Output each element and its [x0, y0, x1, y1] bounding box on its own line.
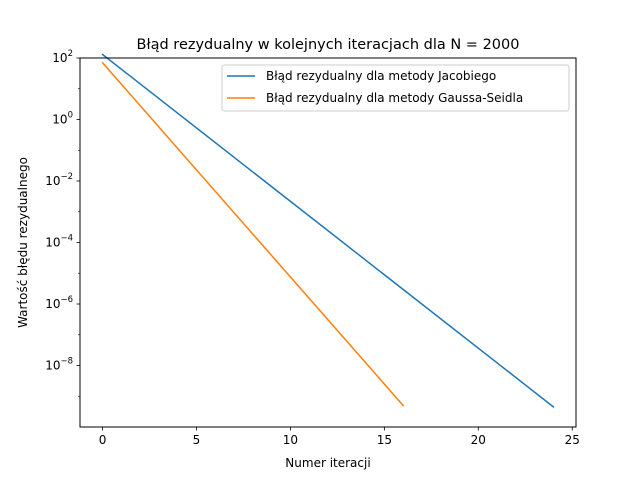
y-tick-label: 100 [52, 111, 73, 127]
y-tick-exponent: −6 [60, 295, 73, 305]
x-tick-label: 20 [471, 433, 486, 447]
y-tick-base: 10 [45, 297, 60, 311]
series-line-0 [101, 53, 555, 408]
y-tick-exponent: 0 [68, 111, 73, 121]
legend-label-0: Błąd rezydualny dla metody Jacobiego [266, 69, 496, 83]
y-tick-label: 10−2 [45, 172, 73, 188]
y-tick-base: 10 [52, 113, 67, 127]
legend-label-1: Błąd rezydualny dla metody Gaussa-Seidla [266, 91, 523, 105]
y-tick-exponent: −2 [60, 172, 73, 182]
y-tick-label: 10−6 [45, 295, 73, 311]
y-tick-label: 10−8 [45, 357, 73, 373]
y-tick-exponent: −8 [60, 357, 73, 367]
x-axis-ticks: 0 5 10 15 20 25 [99, 427, 580, 447]
y-tick-base: 10 [45, 359, 60, 373]
legend-box [221, 64, 570, 112]
series-line-1 [101, 61, 405, 407]
x-tick-label: 5 [193, 433, 201, 447]
x-tick-label: 15 [377, 433, 392, 447]
y-tick-base: 10 [52, 51, 67, 65]
y-tick-base: 10 [45, 174, 60, 188]
legend: Błąd rezydualny dla metody Jacobiego Błąd… [221, 64, 570, 112]
x-axis-label: Numer iteracji [285, 456, 370, 470]
y-tick-base: 10 [45, 236, 60, 250]
y-tick-label: 102 [52, 49, 73, 65]
x-tick-label: 25 [565, 433, 580, 447]
x-tick-label: 0 [99, 433, 107, 447]
x-tick-label: 10 [283, 433, 298, 447]
y-tick-exponent: −4 [60, 234, 73, 244]
chart-title: Błąd rezydualny w kolejnych iteracjach d… [137, 37, 520, 53]
series-layer [101, 53, 555, 408]
y-tick-label: 10−4 [45, 234, 73, 250]
y-axis-label: Wartość błędu rezydualnego [16, 157, 30, 328]
y-tick-exponent: 2 [68, 49, 73, 59]
